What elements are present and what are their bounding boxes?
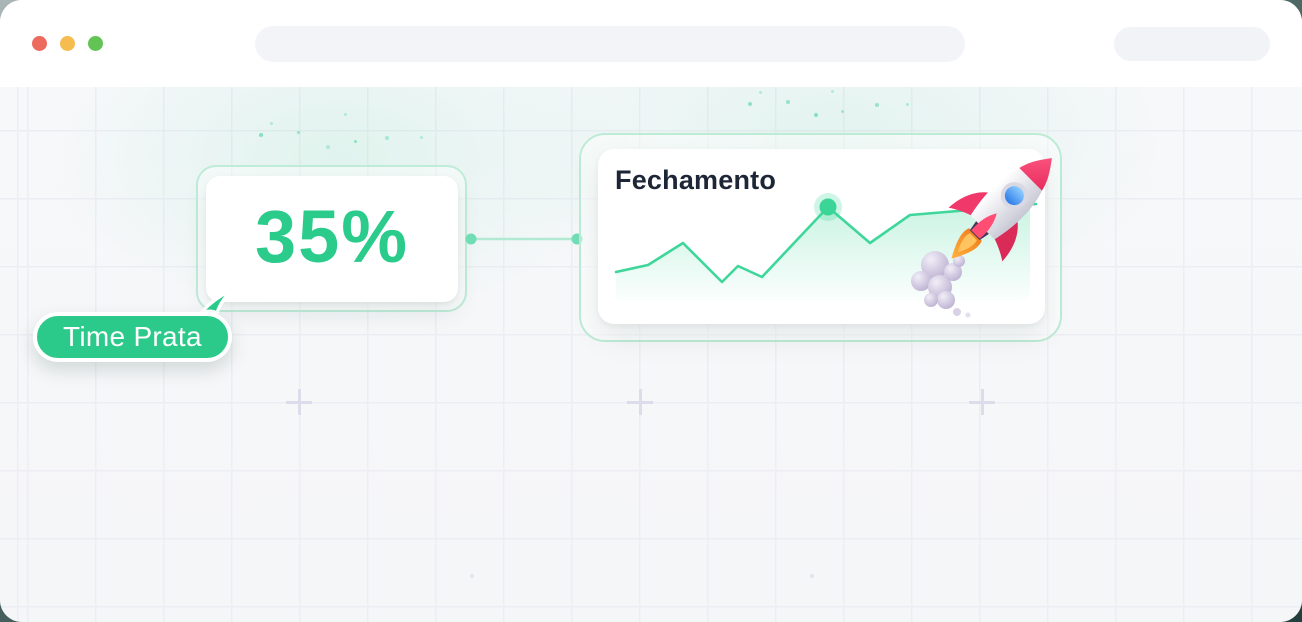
decor-dot xyxy=(326,145,330,149)
rocket-icon xyxy=(911,158,1052,318)
cursor-icon xyxy=(199,286,237,315)
decor-dot xyxy=(344,113,347,116)
user-badge: Time Prata xyxy=(33,312,232,362)
browser-topbar xyxy=(0,0,1302,87)
closing-card-title: Fechamento xyxy=(615,165,777,195)
canvas: 35% Fechamento xyxy=(0,87,1302,622)
traffic-light-dot[interactable] xyxy=(88,36,103,51)
decor-dot xyxy=(841,110,844,113)
decor-dot xyxy=(759,91,762,94)
decor-dot xyxy=(906,103,909,106)
rocket-body xyxy=(948,158,1052,262)
decor-dot xyxy=(810,574,814,578)
chart-line xyxy=(614,202,1038,284)
decor-dot xyxy=(297,131,300,134)
percent-value: 35% xyxy=(254,194,410,278)
decor-dot xyxy=(748,102,752,106)
traffic-light-dot[interactable] xyxy=(32,36,47,51)
decor-dot xyxy=(259,133,263,137)
decor-dot xyxy=(875,103,879,107)
user-badge-label: Time Prata xyxy=(63,321,202,352)
chart-marker[interactable] xyxy=(819,198,837,216)
topbar-right-placeholder xyxy=(1114,27,1270,61)
address-bar[interactable] xyxy=(255,26,965,62)
connector-dot-left xyxy=(465,233,477,245)
decor-dot xyxy=(354,140,357,143)
grid-plus-marker xyxy=(969,389,995,415)
decor-dot xyxy=(831,90,834,93)
decor-dot xyxy=(420,136,423,139)
node-connector xyxy=(465,233,583,245)
traffic-light-dot[interactable] xyxy=(60,36,75,51)
decor-dot xyxy=(470,574,474,578)
percent-node-outline[interactable]: 35% xyxy=(196,165,467,312)
percent-card[interactable]: 35% xyxy=(206,176,458,302)
rocket-smoke xyxy=(911,251,971,318)
decor-dot xyxy=(786,100,790,104)
decor-dot xyxy=(814,113,818,117)
grid-plus-marker xyxy=(286,389,312,415)
grid-plus-marker xyxy=(627,389,653,415)
traffic-lights xyxy=(32,36,103,51)
decor-dot xyxy=(270,122,273,125)
decor-dot xyxy=(385,136,389,140)
